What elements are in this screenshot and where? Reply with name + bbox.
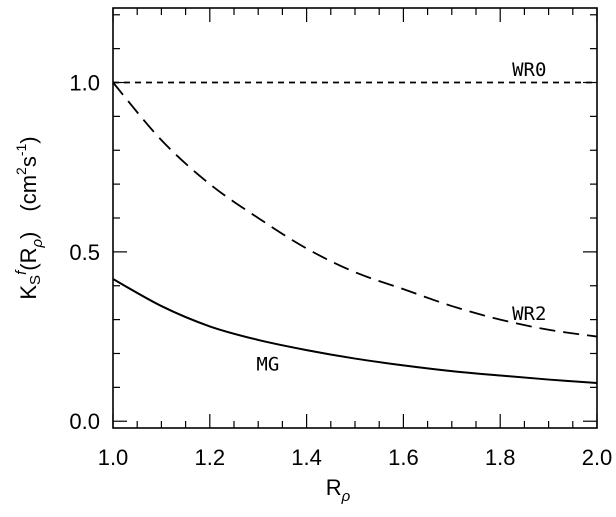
x-tick-label: 1.4 <box>291 445 322 470</box>
y-title-k: K <box>16 285 41 300</box>
x-axis-title-sub: ρ <box>341 488 351 505</box>
y-title-arg-close: ) <box>16 232 41 239</box>
y-title-units-exp: -1 <box>13 143 29 156</box>
y-axis-title: KSf(Rρ) (cm2s-1) <box>13 136 46 299</box>
y-title-units-open: (cm <box>16 175 41 212</box>
series-line-mg <box>112 278 598 384</box>
axis-ticks <box>112 8 598 428</box>
series-lines <box>112 81 598 384</box>
series-line-wr2 <box>112 81 598 338</box>
y-title-prime: f <box>13 269 30 275</box>
x-tick-label: 1.8 <box>485 445 516 470</box>
series-label-mg: MG <box>256 354 279 376</box>
series-labels: WR0 WR2 MG <box>256 59 546 376</box>
y-tick-label: 0.5 <box>69 240 100 265</box>
y-title-s: S <box>27 275 44 285</box>
series-label-wr2: WR2 <box>512 303 546 325</box>
y-title-units-s: s <box>16 156 41 167</box>
y-tick-label: 1.0 <box>69 71 100 96</box>
y-title-arg-sub: ρ <box>29 239 46 249</box>
x-tick-label: 1.6 <box>388 445 419 470</box>
y-tick-label: 0.0 <box>69 409 100 434</box>
x-axis-title: Rρ <box>326 475 351 505</box>
y-title-units-close: ) <box>16 136 41 143</box>
x-tick-label: 1.0 <box>98 445 129 470</box>
y-title-arg-open: (R <box>16 248 41 271</box>
y-title-units-sq: 2 <box>13 167 29 175</box>
x-tick-label: 2.0 <box>582 445 613 470</box>
x-axis-title-main: R <box>326 475 342 500</box>
x-tick-label: 1.2 <box>195 445 226 470</box>
series-label-wr0: WR0 <box>512 59 546 81</box>
axis-tick-labels: 1.0 1.2 1.4 1.6 1.8 2.0 0.0 0.5 1.0 <box>69 71 612 470</box>
